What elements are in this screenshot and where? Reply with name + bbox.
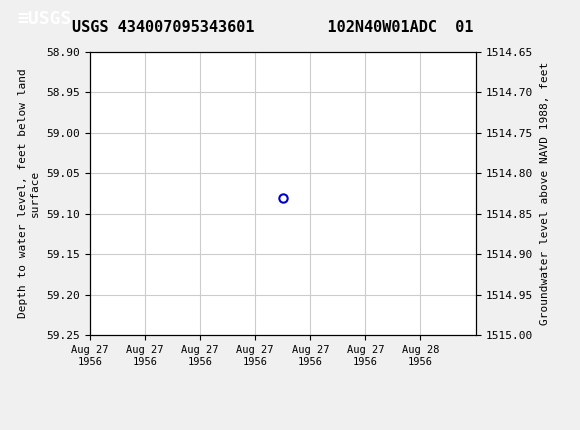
Text: USGS 434007095343601        102N40W01ADC  01: USGS 434007095343601 102N40W01ADC 01: [72, 21, 473, 35]
Y-axis label: Groundwater level above NAVD 1988, feet: Groundwater level above NAVD 1988, feet: [539, 62, 549, 325]
Text: ≡USGS: ≡USGS: [17, 10, 72, 28]
Y-axis label: Depth to water level, feet below land
surface: Depth to water level, feet below land su…: [18, 69, 39, 318]
